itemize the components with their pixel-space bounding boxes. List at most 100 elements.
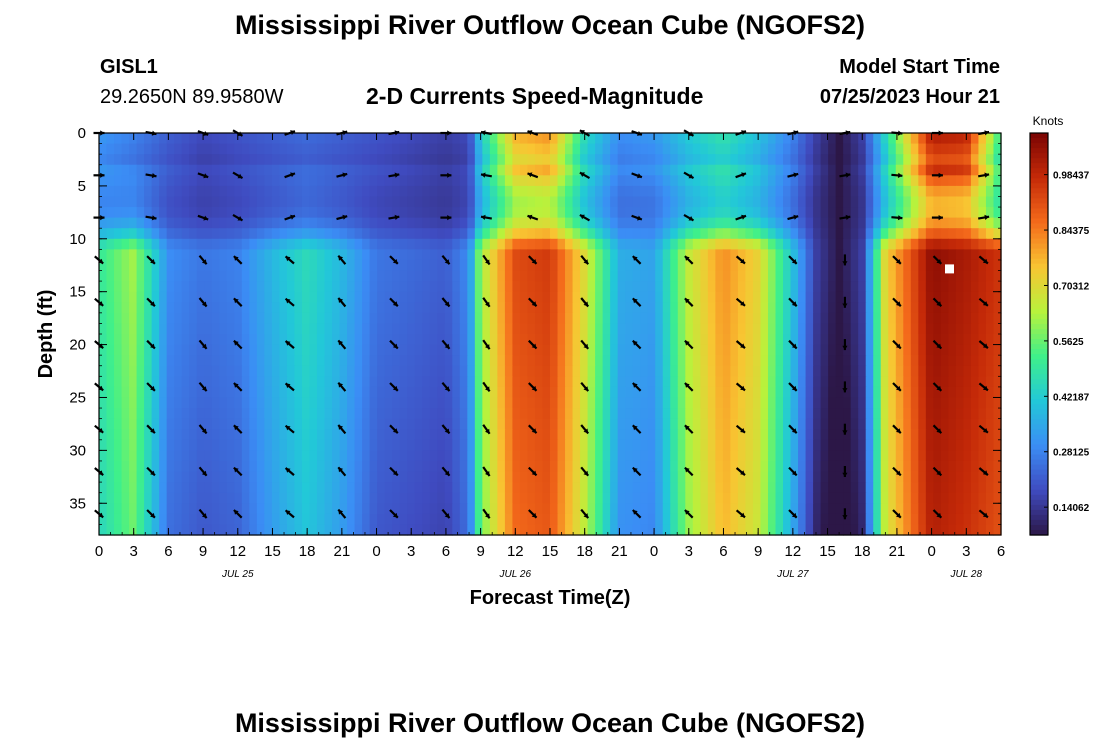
heatmap-cell [670,259,679,272]
current-arrow [932,255,943,265]
heatmap-cell [226,460,235,473]
heatmap-cell [467,323,476,335]
heatmap-cell [970,503,980,515]
current-arrow [480,214,492,220]
heatmap-cell [895,344,904,356]
heatmap-cell [610,185,619,198]
heatmap-cell [970,217,980,229]
heatmap-cell [760,323,769,335]
heatmap-cell [106,524,115,536]
current-arrow [932,339,943,350]
heatmap-cell [602,259,611,272]
heatmap-cell [369,460,378,473]
heatmap-cell [211,397,220,409]
heatmap-cell [700,503,709,515]
heatmap-cell [286,460,296,473]
heatmap-cell [106,334,115,346]
heatmap-cell [722,281,731,293]
heatmap-cell [775,334,784,346]
arrow-head [150,428,155,434]
heatmap-cell [189,228,198,240]
heatmap-cell [129,238,138,250]
heatmap-cell [602,270,611,282]
heatmap-cell [489,217,498,229]
heatmap-cell [685,312,694,325]
heatmap-cell [144,249,153,261]
current-arrow [233,339,243,350]
heatmap-cell [347,249,356,261]
heatmap-cell [519,270,529,282]
heatmap-cell [354,524,363,536]
heatmap-cell [196,259,205,272]
heatmap-cell [181,429,190,441]
heatmap-cell [820,429,829,441]
heatmap-cell [489,302,498,314]
heatmap-cell [737,281,747,293]
heatmap-cell [963,185,972,198]
heatmap-cell [722,460,731,473]
heatmap-cell [527,365,536,377]
heatmap-cell [106,154,115,166]
heatmap-cell [813,376,822,388]
heatmap-cell [760,207,769,219]
heatmap-cell [625,524,634,536]
heatmap-cell [482,397,491,409]
heatmap-cell [324,217,333,229]
heatmap-cell [790,386,799,399]
heatmap-cell [640,185,649,198]
heatmap-cell [580,355,589,367]
current-arrow [197,172,209,179]
current-arrow [788,255,798,265]
heatmap-cell [760,185,769,198]
heatmap-cell [114,492,123,504]
heatmap-cell [790,143,799,155]
heatmap-cell [309,460,318,473]
heatmap-cell [602,133,611,145]
heatmap-cell [129,376,138,388]
heatmap-cell [625,471,634,483]
heatmap-cell [880,355,889,367]
heatmap-cell [256,270,265,282]
current-arrow [891,215,903,221]
heatmap-cell [933,386,942,399]
heatmap-cell [301,439,311,451]
heatmap-cell [550,249,559,261]
heatmap-cell [444,482,453,494]
heatmap-cell [151,460,160,473]
current-arrow [284,297,295,307]
heatmap-cell [362,439,371,451]
heatmap-cell [580,238,589,250]
heatmap-cell [775,460,784,473]
heatmap-cell [189,291,198,303]
heatmap-cell [377,207,386,219]
heatmap-cell [835,238,844,250]
heatmap-cell [933,344,942,356]
heatmap-cell [429,344,438,356]
heatmap-cell [121,524,130,536]
heatmap-cell [121,365,130,377]
heatmap-cell [489,408,498,420]
heatmap-cell [835,460,844,473]
heatmap-cell [497,365,506,377]
current-arrow [684,339,694,350]
heatmap-cell [647,228,656,240]
heatmap-cell [587,524,596,536]
current-arrow [579,213,591,222]
heatmap-cell [347,524,356,536]
heatmap-cell [933,460,942,473]
heatmap-cell [760,133,769,145]
heatmap-cell [399,249,408,261]
heatmap-cell [166,259,175,272]
heatmap-cell [497,154,506,166]
heatmap-cell [865,408,874,420]
heatmap-cell [497,238,506,250]
heatmap-cell [572,164,581,176]
heatmap-cell [767,143,777,155]
heatmap-cell [783,376,792,388]
heatmap-cell [715,185,724,198]
heatmap-cell [482,513,491,526]
heatmap-cell [414,323,423,335]
heatmap-cell [332,281,341,293]
heatmap-cell [151,524,160,536]
heatmap-cell [632,503,641,515]
